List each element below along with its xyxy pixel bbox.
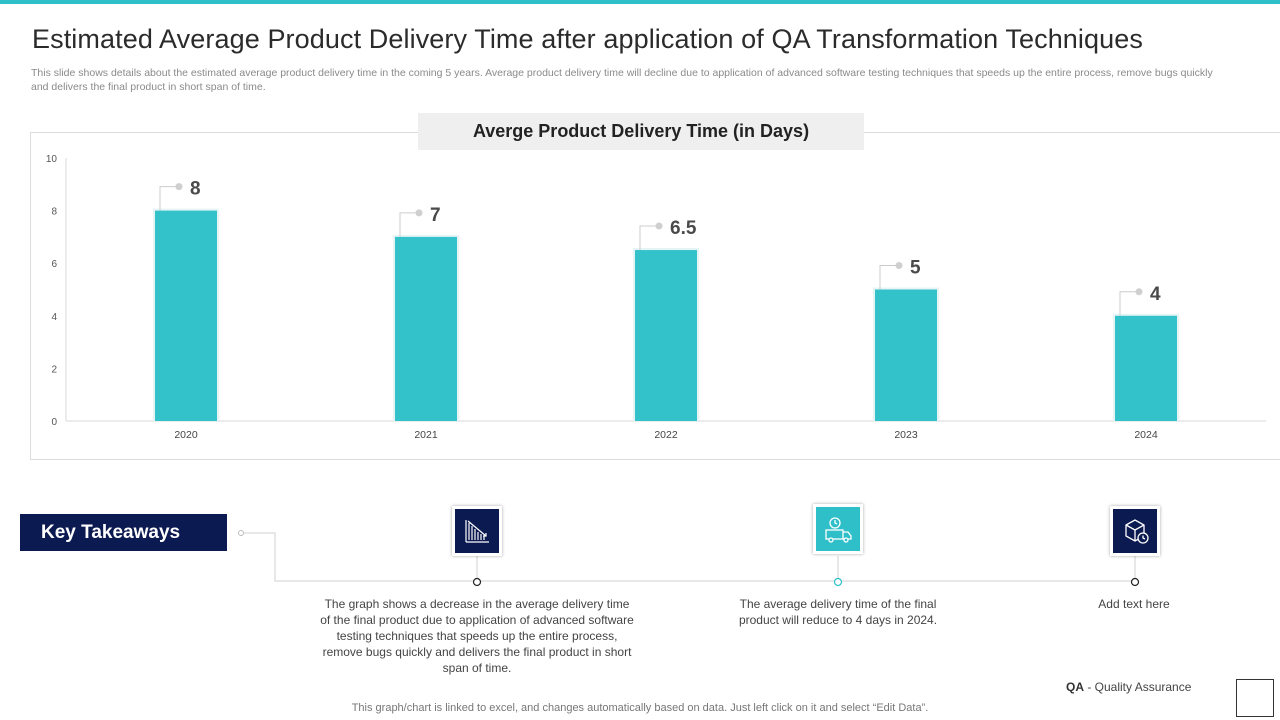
takeaway-text-2: The average delivery time of the final p… — [738, 597, 938, 627]
delivery-truck-icon — [816, 507, 860, 551]
x-tick-label: 2021 — [414, 429, 438, 441]
chart-title: Averge Product Delivery Time (in Days) — [418, 113, 864, 150]
y-tick-label: 8 — [51, 207, 57, 218]
data-label: 7 — [430, 205, 441, 226]
data-label: 4 — [1150, 284, 1161, 305]
y-tick-label: 0 — [51, 417, 57, 428]
data-label-leader — [159, 186, 178, 211]
bar — [395, 236, 457, 421]
bar — [1115, 315, 1177, 421]
data-label: 5 — [910, 258, 921, 279]
x-tick-label: 2020 — [174, 429, 198, 441]
footer-note: This graph/chart is linked to excel, and… — [351, 702, 929, 714]
data-label-dot — [415, 209, 423, 217]
page-subtitle: This slide shows details about the estim… — [31, 67, 1213, 93]
x-tick-label: 2024 — [1134, 429, 1158, 441]
corner-placeholder-box — [1236, 679, 1274, 717]
data-label-dot — [175, 183, 183, 191]
takeaway-icon-box-1 — [452, 506, 502, 556]
data-label-leader — [399, 212, 418, 237]
data-label-leader — [1119, 291, 1138, 316]
package-clock-icon — [1113, 509, 1157, 553]
bar — [155, 210, 217, 421]
takeaway-text-3: Add text here — [1098, 597, 1170, 611]
takeaway-text-1: The graph shows a decrease in the averag… — [320, 597, 634, 675]
abbreviation-separator: - — [1084, 680, 1095, 694]
y-tick-label: 6 — [51, 259, 57, 270]
page-title: Estimated Average Product Delivery Time … — [32, 24, 1143, 54]
takeaway-icon-box-3 — [1110, 506, 1160, 556]
top-accent-bar — [0, 0, 1280, 4]
takeaway-icon-box-2 — [813, 504, 863, 554]
y-tick-label: 4 — [51, 312, 57, 323]
declining-bar-chart-icon — [455, 509, 499, 553]
abbreviation-note: QA - Quality Assurance — [1066, 680, 1191, 694]
data-label-dot — [895, 262, 903, 269]
data-label-leader — [879, 265, 898, 290]
data-label: 8 — [190, 179, 201, 200]
y-tick-label: 10 — [46, 154, 58, 165]
abbreviation-meaning: Quality Assurance — [1094, 680, 1192, 694]
data-label-leader — [639, 225, 658, 251]
data-label: 6.5 — [670, 218, 697, 239]
data-label-dot — [1135, 288, 1143, 296]
key-takeaways-label: Key Takeaways — [20, 514, 227, 551]
x-tick-label: 2023 — [894, 429, 918, 441]
data-label-dot — [655, 222, 663, 230]
x-tick-label: 2022 — [654, 429, 678, 441]
bar — [875, 289, 937, 421]
y-tick-label: 2 — [51, 364, 57, 375]
bar — [635, 250, 697, 421]
abbreviation: QA — [1066, 680, 1084, 694]
